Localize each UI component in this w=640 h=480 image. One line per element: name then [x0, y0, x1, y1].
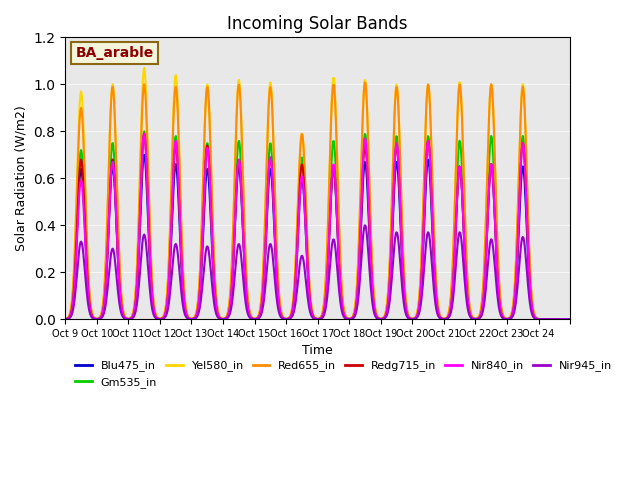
- Line: Nir840_in: Nir840_in: [65, 133, 570, 319]
- Red655_in: [214, 305, 221, 311]
- Blu475_in: [121, 315, 129, 321]
- Line: Yel580_in: Yel580_in: [65, 68, 570, 319]
- Red655_in: [257, 295, 265, 300]
- Nir840_in: [370, 303, 378, 309]
- Nir840_in: [566, 316, 574, 322]
- Red655_in: [61, 316, 69, 322]
- Nir840_in: [140, 131, 148, 136]
- Red655_in: [121, 313, 129, 319]
- Gm535_in: [536, 316, 543, 322]
- Nir840_in: [239, 226, 247, 232]
- Line: Redg715_in: Redg715_in: [65, 133, 570, 319]
- Gm535_in: [121, 314, 129, 320]
- Line: Nir945_in: Nir945_in: [65, 226, 570, 319]
- Yel580_in: [370, 294, 378, 300]
- Legend: Blu475_in, Gm535_in, Yel580_in, Red655_in, Redg715_in, Nir840_in, Nir945_in: Blu475_in, Gm535_in, Yel580_in, Red655_i…: [71, 356, 616, 392]
- Line: Blu475_in: Blu475_in: [65, 155, 570, 319]
- Gm535_in: [259, 298, 266, 304]
- Red655_in: [399, 228, 406, 233]
- Yel580_in: [239, 174, 247, 180]
- Redg715_in: [566, 316, 574, 322]
- Yel580_in: [399, 227, 406, 232]
- Redg715_in: [121, 315, 129, 321]
- Nir945_in: [370, 310, 378, 315]
- Redg715_in: [399, 256, 406, 262]
- Blu475_in: [259, 300, 266, 306]
- Redg715_in: [140, 131, 148, 136]
- Gm535_in: [566, 316, 574, 322]
- Redg715_in: [61, 316, 69, 322]
- Gm535_in: [140, 129, 148, 134]
- Yel580_in: [140, 65, 148, 71]
- Nir840_in: [259, 300, 266, 305]
- Blu475_in: [370, 305, 378, 311]
- Red655_in: [239, 154, 246, 159]
- Nir945_in: [566, 316, 574, 322]
- Redg715_in: [239, 226, 247, 232]
- Red655_in: [536, 316, 543, 322]
- Nir840_in: [399, 256, 406, 262]
- Blu475_in: [140, 152, 148, 157]
- Nir945_in: [361, 223, 369, 228]
- Yel580_in: [121, 312, 129, 318]
- Gm535_in: [239, 216, 247, 221]
- Red655_in: [370, 294, 378, 300]
- Gm535_in: [370, 303, 378, 309]
- Blu475_in: [61, 316, 69, 322]
- Nir945_in: [536, 316, 543, 322]
- Red655_in: [566, 316, 574, 322]
- Y-axis label: Solar Radiation (W/m2): Solar Radiation (W/m2): [15, 105, 28, 251]
- Nir945_in: [399, 287, 406, 292]
- Title: Incoming Solar Bands: Incoming Solar Bands: [227, 15, 408, 33]
- Line: Gm535_in: Gm535_in: [65, 132, 570, 319]
- Gm535_in: [214, 312, 222, 318]
- Yel580_in: [214, 309, 222, 314]
- Blu475_in: [399, 262, 406, 268]
- Yel580_in: [536, 316, 543, 322]
- Nir945_in: [214, 313, 221, 319]
- Nir945_in: [121, 315, 129, 321]
- Text: BA_arable: BA_arable: [76, 46, 154, 60]
- Yel580_in: [61, 316, 69, 322]
- Nir840_in: [536, 316, 543, 322]
- X-axis label: Time: Time: [302, 344, 333, 357]
- Blu475_in: [214, 313, 222, 319]
- Yel580_in: [259, 286, 266, 291]
- Blu475_in: [239, 230, 247, 236]
- Yel580_in: [566, 316, 574, 322]
- Redg715_in: [214, 312, 222, 318]
- Nir945_in: [61, 316, 69, 322]
- Redg715_in: [259, 300, 266, 305]
- Line: Red655_in: Red655_in: [65, 83, 570, 319]
- Red655_in: [361, 80, 369, 85]
- Gm535_in: [399, 253, 406, 259]
- Nir945_in: [257, 311, 265, 317]
- Nir945_in: [239, 266, 246, 272]
- Blu475_in: [566, 316, 574, 322]
- Gm535_in: [61, 316, 69, 322]
- Nir840_in: [121, 315, 129, 321]
- Nir840_in: [214, 312, 222, 318]
- Nir840_in: [61, 316, 69, 322]
- Blu475_in: [536, 316, 543, 322]
- Redg715_in: [536, 316, 543, 322]
- Redg715_in: [370, 304, 378, 310]
